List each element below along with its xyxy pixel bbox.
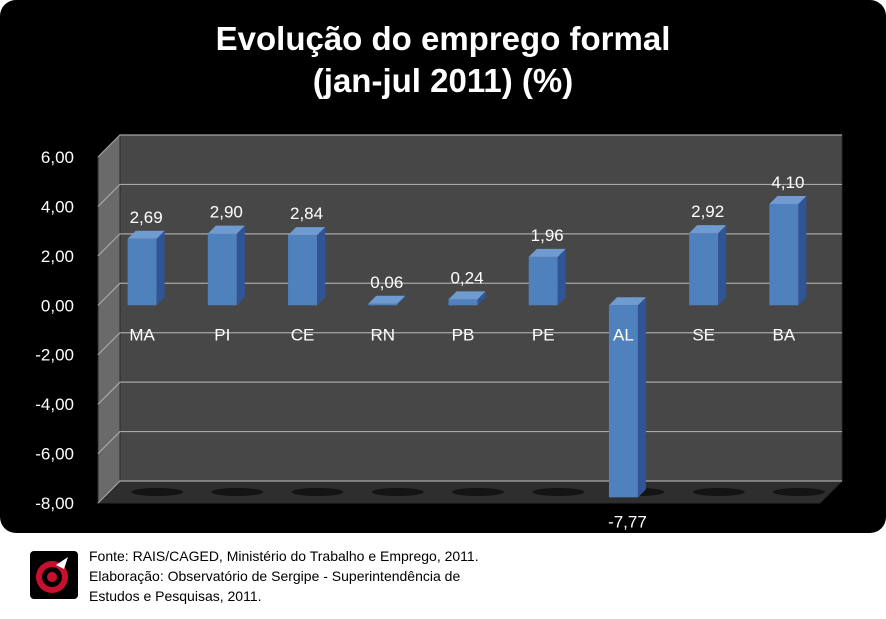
x-category-label: BA — [773, 325, 796, 344]
data-label: 0,06 — [370, 273, 403, 292]
x-category-label: RN — [370, 325, 395, 344]
footer-credit-line-2: Estudos e Pesquisas, 2011. — [89, 588, 262, 604]
chart-title: Evolução do emprego formal (jan-jul 2011… — [0, 18, 886, 102]
data-label: 2,84 — [290, 204, 323, 223]
gridline — [97, 480, 842, 504]
y-tick-label: 6,00 — [41, 148, 74, 167]
bar-side — [718, 225, 727, 306]
gridline — [97, 134, 842, 158]
bar-se — [689, 225, 727, 306]
x-category-label: PB — [452, 325, 475, 344]
bar-top — [207, 225, 245, 234]
bar-side — [557, 248, 566, 306]
bar-top — [528, 248, 566, 257]
gridline — [97, 183, 842, 207]
bar-shadow — [772, 488, 825, 496]
x-category-label: CE — [291, 325, 315, 344]
y-tick-label: -8,00 — [35, 494, 74, 513]
bar-top — [127, 230, 165, 239]
bar-front — [368, 303, 398, 306]
footer-note: Fonte: RAIS/CAGED, Ministério do Trabalh… — [89, 546, 479, 606]
bar-top — [448, 291, 486, 300]
data-label: 2,90 — [210, 203, 243, 222]
bar-top — [769, 195, 807, 204]
x-category-label: PI — [214, 325, 230, 344]
chart-title-line-2: (jan-jul 2011) (%) — [312, 62, 574, 99]
gridline — [97, 430, 842, 454]
gridline — [97, 233, 842, 257]
chart-title-line-1: Evolução do emprego formal — [215, 20, 671, 57]
data-label: 4,10 — [771, 173, 804, 192]
bar-al — [608, 297, 646, 498]
bar-chart: 6,00 4,00 2,00 0,00 -2,00 -4,00 -6,00 -8,00 MA P… — [35, 133, 844, 531]
bar-side — [477, 291, 486, 306]
y-tick-label: 0,00 — [41, 296, 74, 315]
bar-ce — [288, 227, 326, 306]
bars — [127, 195, 807, 498]
bar-top — [368, 295, 406, 304]
bar-side — [637, 297, 646, 498]
y-tick-label: 4,00 — [41, 197, 74, 216]
x-category-label: PE — [532, 325, 555, 344]
bar-side — [236, 225, 245, 306]
bar-shadow — [211, 488, 264, 496]
y-tick-label: -4,00 — [35, 395, 74, 414]
bar-shadow — [371, 488, 424, 496]
bar-shadow — [131, 488, 184, 496]
bar-shadow — [291, 488, 344, 496]
bar-shadows — [131, 488, 825, 496]
bar-side — [317, 227, 326, 306]
y-axis-tick-labels: 6,00 4,00 2,00 0,00 -2,00 -4,00 -6,00 -8,00 — [35, 148, 74, 513]
gridline — [97, 282, 842, 306]
chart-plot-area — [96, 133, 844, 505]
observatorio-logo-icon — [30, 551, 78, 599]
y-tick-label: -6,00 — [35, 445, 74, 464]
bar-side — [798, 195, 807, 306]
bar-top — [689, 225, 727, 234]
bar-front — [288, 235, 318, 306]
bar-shadow — [452, 488, 504, 496]
bar-top — [608, 297, 646, 306]
x-axis-category-labels: MA PI CE RN PB PE AL SE BA — [129, 325, 796, 344]
bar-pi — [207, 225, 245, 306]
data-label: 0,24 — [450, 268, 483, 287]
bar-side — [397, 295, 406, 306]
footer-source: Fonte: RAIS/CAGED, Ministério do Trabalh… — [89, 548, 479, 564]
bar-front — [608, 305, 638, 498]
bar-ma — [127, 230, 165, 306]
y-tick-label: 2,00 — [41, 247, 74, 266]
bar-front — [448, 299, 478, 306]
x-category-label: MA — [129, 325, 155, 344]
bar-shadow — [692, 488, 745, 496]
gridline — [97, 332, 842, 356]
bar-pe — [528, 248, 566, 306]
gridline — [97, 381, 842, 405]
bar-ba — [769, 195, 807, 306]
data-label: 2,92 — [691, 202, 724, 221]
bar-pb — [448, 291, 486, 306]
bar-front — [528, 256, 558, 306]
x-category-label: SE — [692, 325, 715, 344]
data-label: -7,77 — [608, 512, 647, 531]
bar-rn — [368, 295, 406, 306]
data-label: 1,96 — [531, 226, 564, 245]
bar-front — [207, 233, 237, 306]
x-category-label: AL — [613, 325, 634, 344]
bar-top — [288, 227, 326, 236]
data-labels: 2,69 2,90 2,84 0,06 0,24 1,96 -7,77 2,92 4,10 — [130, 173, 805, 531]
gridlines — [97, 134, 842, 504]
bar-front — [127, 238, 157, 306]
y-tick-label: -2,00 — [35, 346, 74, 365]
footer-credit-line-1: Elaboração: Observatório de Sergipe - Su… — [89, 568, 461, 584]
bar-front — [689, 233, 719, 306]
chart-panel: Evolução do emprego formal (jan-jul 2011… — [0, 0, 886, 533]
data-label: 2,69 — [130, 208, 163, 227]
bar-front — [769, 203, 799, 306]
bar-shadow — [532, 488, 585, 496]
bar-side — [156, 230, 165, 306]
